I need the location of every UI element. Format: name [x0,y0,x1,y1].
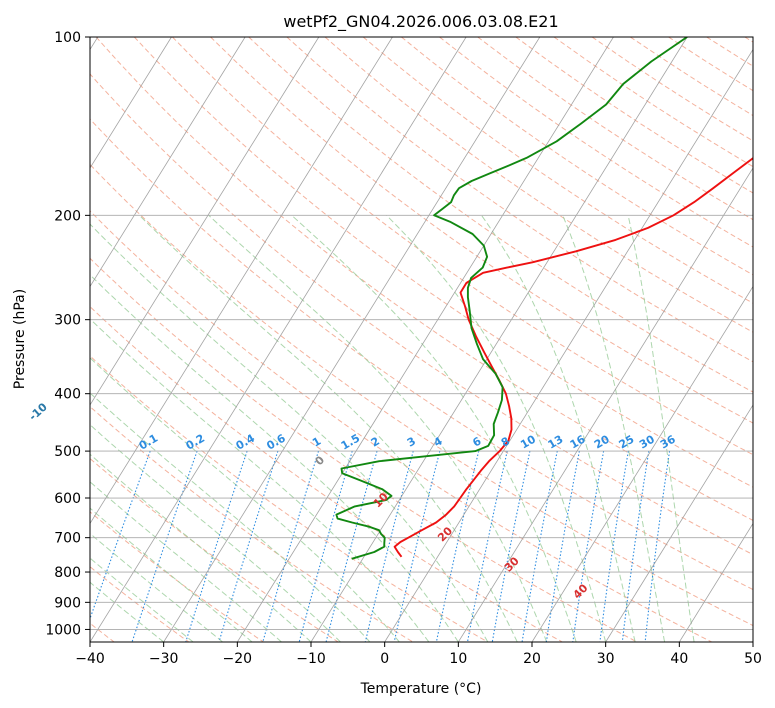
x-tick-label: 20 [523,651,541,667]
dry-adiabat [90,355,488,642]
moist-adiabat [90,532,223,642]
moist-adiabat [627,215,695,642]
x-tick-label: 0 [380,651,389,667]
plot-background [90,37,753,642]
moist-adiabat [90,357,400,642]
x-tick-label: 30 [597,651,615,667]
mixing-ratio-line [185,450,248,642]
dry-adiabat [362,37,753,304]
y-tick-label: 200 [54,208,81,224]
x-tick-label: 10 [449,651,467,667]
x-tick-label: −30 [149,651,179,667]
moist-adiabat [90,581,164,642]
x-tick-label: −40 [75,651,105,667]
dry-adiabat [90,163,753,627]
mixing-ratio-line [644,451,671,642]
y-tick-label: 100 [54,30,81,46]
x-axis-label: Temperature (°C) [360,681,482,697]
y-axis-label: Pressure (hPa) [12,289,28,389]
x-tick-label: −10 [296,651,326,667]
moist-adiabat [90,557,194,642]
moist-adiabat [562,215,666,642]
y-tick-label: 800 [54,565,81,581]
dry-adiabat [90,566,190,642]
dry-adiabat [95,37,753,521]
dry-adiabat [90,257,638,642]
dry-adiabat [286,37,753,363]
isotherm [90,37,393,525]
moist-adiabat [90,318,430,642]
sounding-series [335,37,753,560]
mixing-ratio-line [599,451,629,642]
isotherm [90,37,246,288]
mixing-ratio-line [90,450,151,621]
moist-adiabat [208,214,548,642]
mixing-ratio-line [435,450,480,642]
isotherm [678,522,753,642]
x-tick-label: −20 [223,651,253,667]
isotherm [90,37,172,169]
isotherm [236,37,614,642]
dry-adiabat-label: -10 [26,400,50,423]
axes: −40 −30 −20 −10 0 10 20 30 40 50 100 200 300 400 500 60… [45,30,762,667]
isotherm [90,37,320,406]
isotherm [457,167,753,642]
isotherm [531,285,753,642]
isotherm [310,37,688,642]
dry-adiabat [90,511,264,642]
isotherm [752,641,753,642]
background-lines [90,37,753,642]
dewpoint-line [335,37,688,560]
y-tick-label: 500 [54,444,81,460]
x-tick-label: 40 [670,651,688,667]
moist-adiabat [90,481,282,642]
mixing-ratio-line [325,450,378,642]
plot-frame [89,36,754,643]
isotherm [605,404,753,642]
mixing-ratio-line [621,451,650,642]
dry-adiabat [90,210,712,642]
dry-adiabat [90,118,753,591]
y-tick-label: 1000 [45,622,81,638]
chart-title: wetPf2_GN04.2026.006.03.08.E21 [283,12,558,32]
isotherm [163,37,541,642]
mixing-ratio-line [218,450,279,642]
y-tick-label: 400 [54,387,81,403]
y-tick-label: 700 [54,531,81,547]
dry-adiabat [324,37,753,333]
moist-adiabat [90,453,312,642]
isotherm [90,37,467,642]
y-tick-label: 900 [54,595,81,611]
moist-adiabat [291,214,577,642]
y-tick-label: 300 [54,313,81,329]
moist-adiabat [90,223,489,642]
moist-adiabat [138,214,518,642]
mixing-ratio-line [364,450,414,642]
x-tick-label: 50 [744,651,762,667]
moist-adiabat [90,424,341,642]
y-tick-label: 600 [54,491,81,507]
temperature-line [393,157,753,558]
moist-adiabat [386,214,607,642]
isotherm [384,48,753,642]
